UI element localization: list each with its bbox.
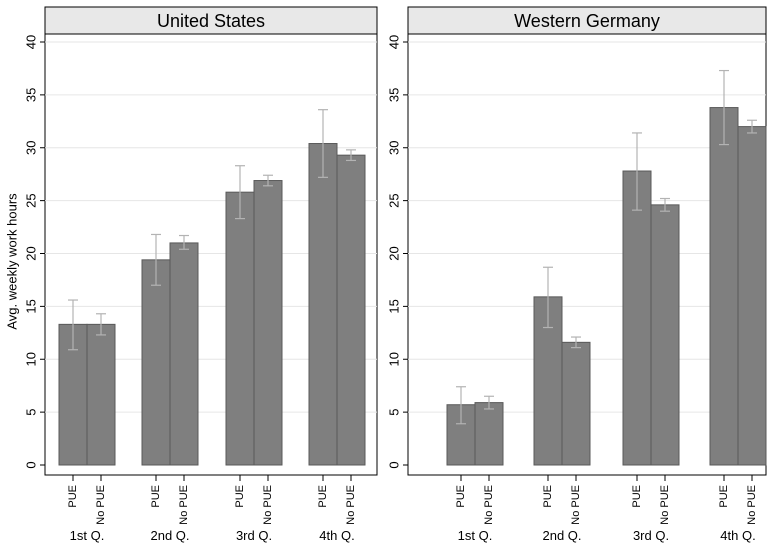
bar-pue-3: [225, 191, 255, 466]
bar-no-pue-2: [561, 341, 591, 466]
bar-pue-4: [709, 107, 739, 466]
y-tick-label: 20: [386, 246, 401, 260]
bar-label: PUE: [234, 485, 246, 508]
y-tick-label: 40: [386, 35, 401, 49]
bar-no-pue-1: [86, 323, 116, 466]
y-tick-label: 25: [23, 193, 38, 207]
bar-label: PUE: [631, 485, 643, 508]
group-label: 2nd Q.: [542, 528, 581, 543]
bar-label: No PUE: [483, 485, 495, 525]
y-tick-label: 40: [23, 35, 38, 49]
bar-no-pue-4: [336, 154, 366, 466]
y-tick-label: 0: [386, 461, 401, 468]
group-label: 1st Q.: [70, 528, 105, 543]
y-tick-label: 30: [386, 141, 401, 155]
y-tick-label: 20: [23, 246, 38, 260]
bar-no-pue-3: [253, 180, 283, 466]
y-tick-label: 35: [386, 88, 401, 102]
bar-no-pue-1: [474, 402, 504, 466]
bar-label: No PUE: [95, 485, 107, 525]
y-tick-label: 30: [23, 141, 38, 155]
panel-title: United States: [157, 11, 265, 31]
bar-label: PUE: [542, 485, 554, 508]
group-label: 4th Q.: [319, 528, 354, 543]
chart-panel-2: Western Germany 0 5 10 15 20 25 30 35 40 PUE No PUE…: [386, 6, 767, 543]
bar-label: No PUE: [262, 485, 274, 525]
bar-label: No PUE: [345, 485, 357, 525]
bar-label: PUE: [718, 485, 730, 508]
panel-title-box: [407, 6, 767, 35]
chart-panel-1: United States 0 5 10 15 20 25 30 35 40 PUE No PUE 1s…: [4, 6, 378, 543]
bar-no-pue-2: [169, 242, 199, 466]
bar-label: PUE: [455, 485, 467, 508]
bar-label: No PUE: [570, 485, 582, 525]
y-tick-label: 25: [386, 193, 401, 207]
group-label: 3rd Q.: [236, 528, 272, 543]
bar-no-pue-4: [737, 126, 767, 466]
bar-pue-2: [141, 259, 171, 466]
plot-frame: [44, 33, 378, 476]
group-label: 2nd Q.: [150, 528, 189, 543]
y-tick-label: 15: [23, 299, 38, 313]
bar-pue-4: [308, 143, 338, 466]
y-tick-label: 5: [386, 409, 401, 416]
group-label: 1st Q.: [458, 528, 493, 543]
y-tick-label: 5: [23, 409, 38, 416]
y-tick-label: 15: [386, 299, 401, 313]
bar-pue-3: [622, 170, 652, 466]
bar-label: No PUE: [659, 485, 671, 525]
y-tick-label: 0: [23, 461, 38, 468]
panel-title: Western Germany: [514, 11, 660, 31]
group-label: 4th Q.: [720, 528, 755, 543]
group-label: 3rd Q.: [633, 528, 669, 543]
y-tick-label: 35: [23, 88, 38, 102]
panel-title-box: [44, 6, 378, 35]
bar-label: PUE: [150, 485, 162, 508]
bar-label: PUE: [317, 485, 329, 508]
bar-label: PUE: [67, 485, 79, 508]
bar-label: No PUE: [178, 485, 190, 525]
y-tick-label: 10: [386, 352, 401, 366]
y-tick-label: 10: [23, 352, 38, 366]
bar-no-pue-3: [650, 204, 680, 466]
y-axis-label: Avg. weekly work hours: [4, 193, 19, 330]
bar-label: No PUE: [746, 485, 758, 525]
